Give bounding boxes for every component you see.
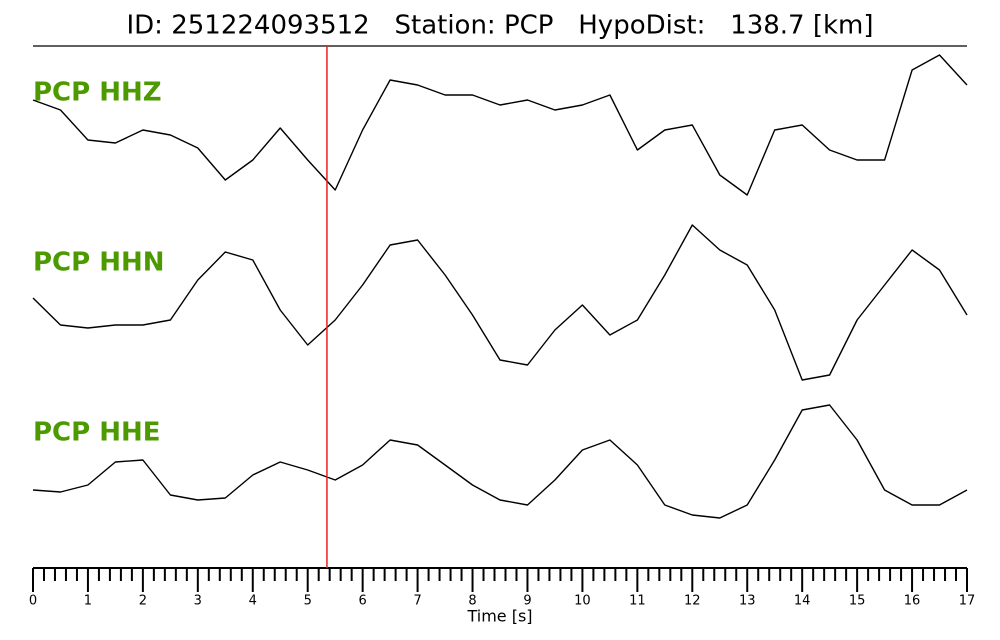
x-tick-label: 15 [849, 594, 866, 609]
x-tick-label: 3 [194, 594, 202, 609]
trace-label: PCP HHN [33, 248, 165, 278]
trace [32, 224, 968, 381]
x-tick-label: 16 [904, 594, 921, 609]
x-tick-label: 14 [794, 594, 811, 609]
x-tick-label: 7 [413, 594, 421, 609]
trace [32, 54, 968, 196]
x-tick-label: 10 [574, 594, 591, 609]
x-tick-label: 8 [468, 594, 476, 609]
x-tick-label: 1 [84, 594, 92, 609]
x-tick-label: 0 [29, 594, 37, 609]
x-tick-label: 6 [359, 594, 367, 609]
x-tick-label: 4 [249, 594, 257, 609]
x-tick-label: 2 [139, 594, 147, 609]
x-axis-label: Time [s] [466, 607, 532, 626]
x-tick-label: 17 [959, 594, 976, 609]
trace-label: PCP HHE [33, 418, 161, 448]
x-tick-label: 9 [523, 594, 531, 609]
x-tick-label: 11 [629, 594, 646, 609]
x-tick-label: 13 [739, 594, 756, 609]
chart-title: ID: 251224093512 Station: PCP HypoDist: … [126, 11, 873, 41]
trace-label: PCP HHZ [33, 78, 162, 108]
x-tick-label: 12 [684, 594, 701, 609]
trace [32, 404, 968, 519]
x-tick-label: 5 [304, 594, 312, 609]
